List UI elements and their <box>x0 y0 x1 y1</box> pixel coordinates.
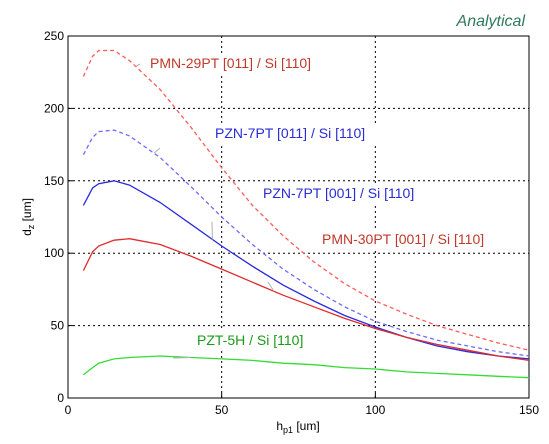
x-axis-label-main: h <box>276 419 283 433</box>
leader-line <box>135 63 141 67</box>
series-label-background <box>319 230 523 249</box>
series-lines <box>82 49 530 379</box>
x-axis-label: hp1 [um] <box>276 419 319 435</box>
x-axis-label-unit: [um] <box>293 419 320 433</box>
series-label: PMN-29PT [011] / Si [110] <box>150 55 311 71</box>
y-tick-label: 200 <box>44 101 64 115</box>
x-tick-label: 150 <box>519 403 539 417</box>
y-ticks: 0 50 100 150 200 250 <box>44 29 73 405</box>
series-line <box>82 238 530 362</box>
x-axis-label-sub: p1 <box>283 425 293 435</box>
series-line <box>82 180 530 360</box>
y-tick-label: 100 <box>44 246 64 260</box>
leader-line <box>172 356 191 359</box>
x-tick-label: 0 <box>65 403 72 417</box>
y-tick-label: 250 <box>44 29 64 43</box>
grid <box>68 36 529 398</box>
y-axis-label-sub: z <box>26 224 36 229</box>
series-line <box>82 355 530 379</box>
y-axis-label-unit: [um] <box>20 198 34 225</box>
series-line <box>82 49 530 351</box>
y-tick-label: 0 <box>57 391 64 405</box>
y-axis-label-main: d <box>20 229 34 236</box>
x-tick-label: 100 <box>365 403 385 417</box>
y-axis-label: dz [um] <box>20 198 36 236</box>
x-ticks: 0 50 100 150 <box>65 393 539 417</box>
y-tick-label: 150 <box>44 174 64 188</box>
series-label: PMN-30PT [001] / Si [110] <box>322 231 484 247</box>
leader-line <box>267 281 275 292</box>
y-tick-label: 50 <box>51 319 65 333</box>
plot-frame <box>67 35 530 399</box>
series-label-background <box>194 331 335 350</box>
series-labels: PMN-29PT [011] / Si [110] PZN-7PT [011] /… <box>135 54 523 359</box>
annotation-text: Analytical <box>456 13 526 30</box>
series-label-background <box>260 184 456 203</box>
series-label-background <box>212 124 408 143</box>
x-tick-label: 50 <box>215 403 229 417</box>
series-label: PZT-5H / Si [110] <box>197 332 303 348</box>
leader-line <box>153 147 161 154</box>
series-label: PZN-7PT [001] / Si [110] <box>263 185 414 201</box>
series-label-background <box>147 54 351 73</box>
series-label: PZN-7PT [011] / Si [110] <box>215 125 365 141</box>
